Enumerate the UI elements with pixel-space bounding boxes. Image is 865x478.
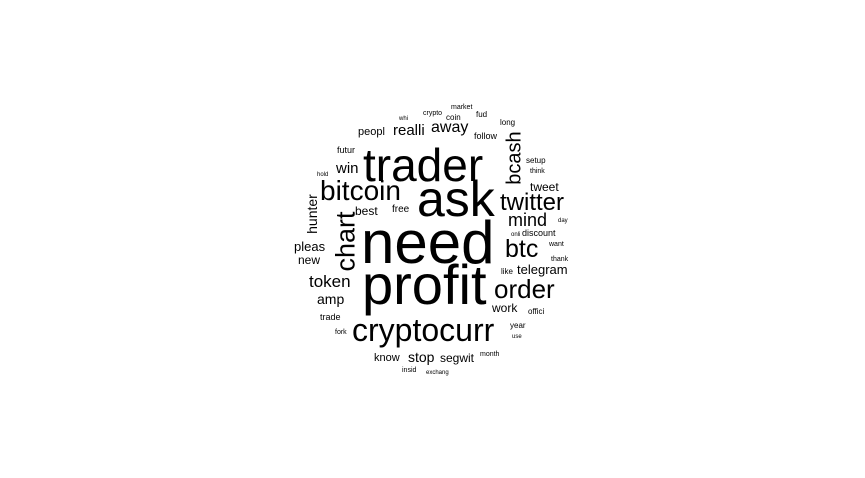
word-amp: amp xyxy=(317,291,345,307)
word-pleas: pleas xyxy=(294,239,326,254)
word-fork: fork xyxy=(335,329,347,336)
word-thank: thank xyxy=(551,256,569,263)
word-token: token xyxy=(309,272,351,291)
word-stop: stop xyxy=(408,349,435,365)
word-exchang: exchang xyxy=(426,370,449,376)
word-telegram: telegram xyxy=(517,262,568,277)
word-need: need xyxy=(361,209,495,276)
word-chart: chart xyxy=(330,211,361,272)
word-market: market xyxy=(451,104,473,111)
word-bcash: bcash xyxy=(503,131,526,185)
word-hold: hold xyxy=(317,172,329,178)
word-order: order xyxy=(494,274,555,304)
word-btc: btc xyxy=(505,235,539,263)
word-free: free xyxy=(392,204,410,215)
word-trade: trade xyxy=(320,312,341,322)
word-year: year xyxy=(510,321,526,330)
word-setup: setup xyxy=(526,156,546,165)
word-crypto: crypto xyxy=(423,110,443,117)
word-ask: ask xyxy=(417,171,495,227)
word-whi: whi xyxy=(399,116,409,122)
word-think: think xyxy=(530,168,545,175)
word-tweet: tweet xyxy=(530,180,559,194)
word-segwit: segwit xyxy=(440,351,475,365)
word-offici: offici xyxy=(528,307,545,316)
word-trader: trader xyxy=(363,139,484,191)
word-coin: coin xyxy=(446,113,461,122)
word-win: win xyxy=(336,160,359,177)
word-like: like xyxy=(501,267,514,276)
word-want: want xyxy=(549,241,564,248)
word-discount: discount xyxy=(522,228,556,238)
word-new: new xyxy=(298,253,321,267)
word-realli: realli xyxy=(393,122,425,139)
word-profit: profit xyxy=(362,253,487,316)
word-away: away xyxy=(431,119,469,136)
word-cryptocurr: cryptocurr xyxy=(352,312,495,348)
word-hunter: hunter xyxy=(303,194,320,234)
word-know: know xyxy=(374,352,400,364)
word-month: month xyxy=(480,351,500,358)
word-best: best xyxy=(355,204,378,218)
word-futur: futur xyxy=(337,145,356,155)
word-twitter: twitter xyxy=(500,189,565,216)
word-work: work xyxy=(492,301,518,315)
word-day: day xyxy=(558,218,568,224)
word-use: use xyxy=(512,334,522,340)
word-follow: follow xyxy=(474,131,498,141)
word-peopl: peopl xyxy=(358,126,385,138)
word-mind: mind xyxy=(508,210,548,230)
word-insid: insid xyxy=(402,367,417,374)
word-long: long xyxy=(500,118,516,127)
word-onli: onli xyxy=(511,232,521,238)
word-bitcoin: bitcoin xyxy=(320,175,401,206)
word-fud: fud xyxy=(476,110,488,119)
